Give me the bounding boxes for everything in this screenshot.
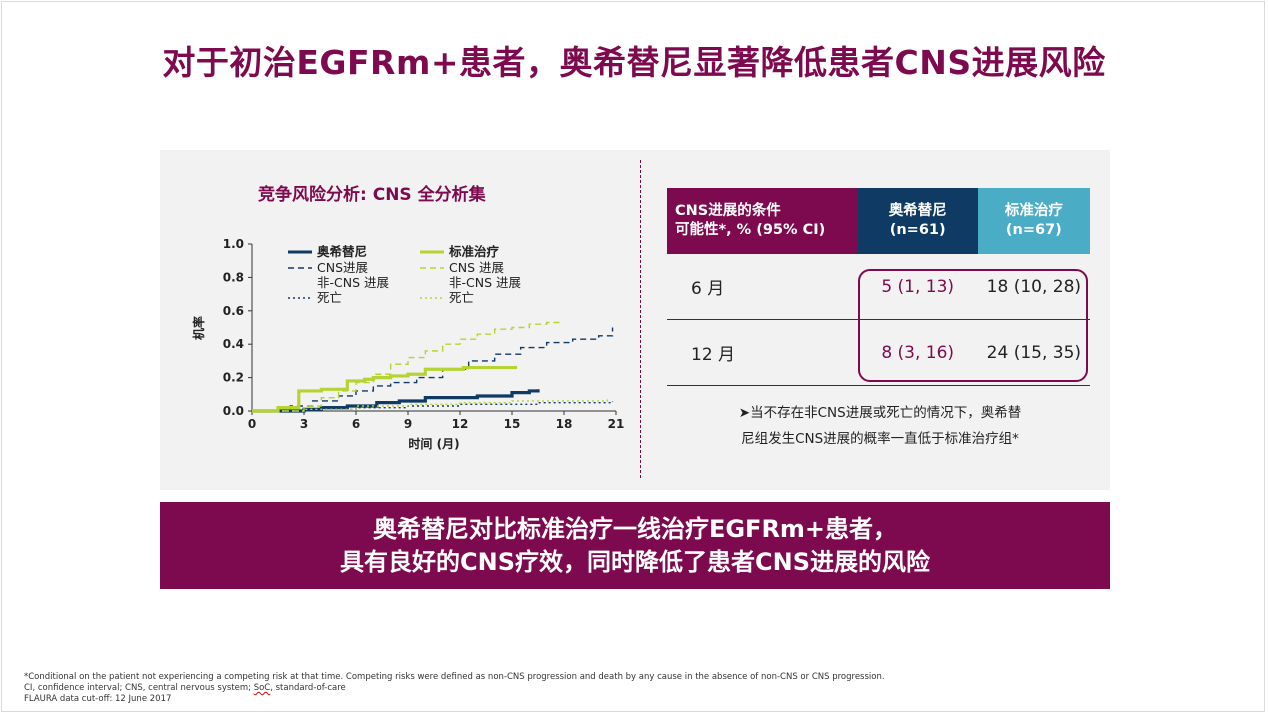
footnotes: *Conditional on the patient not experien… <box>24 672 885 705</box>
header-soc: 标准治疗 (n=67) <box>977 188 1090 254</box>
note-line-1: ➤当不存在非CNS进展或死亡的情况下，奥希替 <box>738 405 1022 421</box>
table-row: 6 月 5 (1, 13) 18 (10, 28) <box>667 254 1090 320</box>
table-row: 12 月 8 (3, 16) 24 (15, 35) <box>667 319 1090 386</box>
highlight-box <box>858 269 1088 382</box>
x-tick-label: 9 <box>404 417 412 431</box>
row-label: 6 月 <box>667 254 858 320</box>
slide-title: 对于初治EGFRm+患者，奥希替尼显著降低患者CNS进展风险 <box>162 43 1106 82</box>
banner-line-1: 奥希替尼对比标准治疗一线治疗EGFRm+患者， <box>372 515 898 543</box>
chart-title: 竞争风险分析: CNS 全分析集 <box>258 185 486 205</box>
y-tick-label: 0.0 <box>223 404 244 418</box>
note-line-2: 尼组发生CNS进展的概率一直低于标准治疗组* <box>741 431 1019 447</box>
series-line-soc-dash <box>252 321 561 412</box>
y-axis-label: 机率 <box>191 316 206 340</box>
y-tick-label: 0.6 <box>223 304 244 318</box>
legend-soc-noncns: 非-CNS 进展 <box>449 275 521 290</box>
summary-banner: 奥希替尼对比标准治疗一线治疗EGFRm+患者， 具有良好的CNS疗效，同时降低了… <box>160 502 1110 589</box>
x-tick-label: 0 <box>248 417 256 431</box>
y-tick-label: 0.4 <box>223 337 244 351</box>
x-tick-label: 3 <box>300 417 308 431</box>
legend-osi-death: 死亡 <box>317 290 342 305</box>
y-tick-label: 0.2 <box>223 371 244 385</box>
y-tick-label: 1.0 <box>223 237 244 251</box>
legend-soc-death: 死亡 <box>449 290 474 305</box>
legend-soc-header: 标准治疗 <box>448 244 500 259</box>
panel-divider <box>640 160 641 478</box>
x-tick-label: 12 <box>452 417 469 431</box>
y-tick-label: 0.8 <box>223 270 244 284</box>
row-osi-value: 8 (3, 16) <box>857 319 978 386</box>
legend-osi-header: 奥希替尼 <box>317 244 367 259</box>
x-tick-label: 6 <box>352 417 360 431</box>
banner-line-2: 具有良好的CNS疗效，同时降低了患者CNS进展的风险 <box>340 548 930 576</box>
x-axis-label: 时间 (月) <box>408 436 459 451</box>
row-soc-value: 18 (10, 28) <box>977 254 1090 320</box>
x-tick-label: 21 <box>608 417 625 431</box>
conclusion-note: ➤当不存在非CNS进展或死亡的情况下，奥希替 尼组发生CNS进展的概率一直低于标… <box>690 400 1070 452</box>
legend-osi-cns: CNS进展 <box>317 260 368 275</box>
footnote-line-3: FLAURA data cut-off: 12 June 2017 <box>24 694 172 704</box>
x-tick-label: 18 <box>556 417 573 431</box>
row-soc-value: 24 (15, 35) <box>977 319 1090 386</box>
series-line-osi-dash <box>252 327 614 412</box>
probability-table: CNS进展的条件 可能性*, % (95% CI) 奥希替尼 (n=61) 标准治疗… <box>667 188 1090 386</box>
footnote-line-1: *Conditional on the patient not experien… <box>24 672 885 682</box>
legend: 奥希替尼 CNS进展 非-CNS 进展 死亡 标准治疗 CNS 进展 非-CNS… <box>288 244 521 305</box>
cumulative-incidence-chart: 0 3 6 9 12 15 18 21 0.0 0.2 0.4 0.6 0.8 1.0 奥希替尼 CNS进… <box>191 237 625 451</box>
series-line-soc-solid <box>252 365 518 413</box>
x-tick-label: 15 <box>504 417 521 431</box>
legend-soc-cns: CNS 进展 <box>449 260 504 275</box>
header-condition: CNS进展的条件 可能性*, % (95% CI) <box>667 188 858 254</box>
footnote-line-2: CI, confidence interval; CNS, central ne… <box>24 683 346 693</box>
row-label: 12 月 <box>667 319 858 386</box>
row-osi-value: 5 (1, 13) <box>857 254 978 320</box>
header-osimertinib: 奥希替尼 (n=61) <box>857 188 978 254</box>
legend-osi-noncns: 非-CNS 进展 <box>317 275 389 290</box>
